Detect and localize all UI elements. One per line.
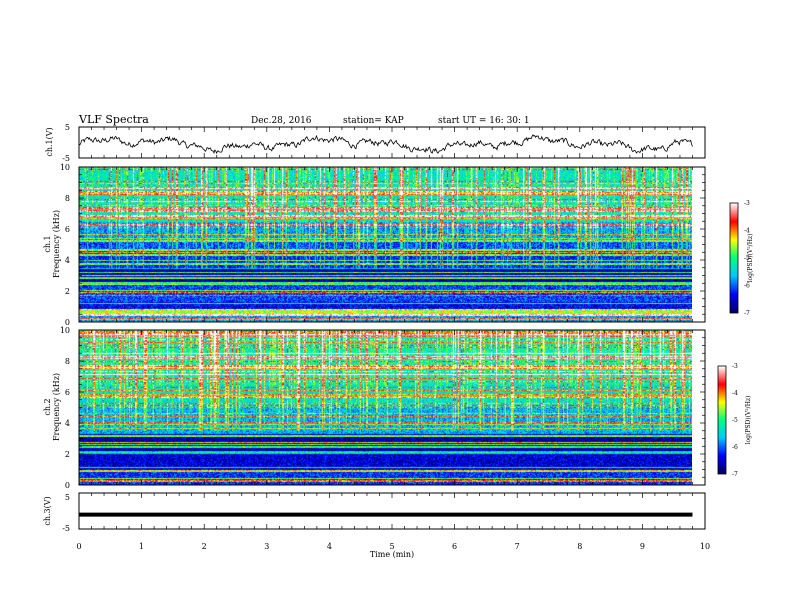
ch1-spec-ytick-label: 4	[65, 256, 70, 265]
start-time-label: start UT = 16: 30: 1	[438, 116, 530, 126]
ch3-ytick-bottom: -5	[62, 524, 70, 533]
ch1-spec-ytick-label: 2	[65, 287, 70, 296]
ch1-ytick-top: 5	[65, 123, 70, 132]
x-tick-label: 6	[452, 542, 457, 551]
x-tick-label: 0	[76, 542, 81, 551]
ch1-ylabel: ch.1(V)	[45, 127, 54, 156]
ch2-spectrogram-image-wrap	[79, 330, 692, 485]
ch1-colorbar	[730, 203, 738, 313]
ch1-colorbar-ticks: -3 -4 -5 -6 -7	[744, 200, 750, 317]
ch2-colorbar-tick-label: -7	[732, 471, 738, 478]
ch1-waveform-panel: 5 -5 ch.1(V)	[45, 123, 706, 163]
ch2-spectrogram-xticks	[78, 330, 706, 485]
ch2-spectrogram-ylabel: Frequency (kHz)	[52, 373, 61, 441]
ch3-waveform-frame	[78, 492, 706, 530]
ch2-colorbar-tick-label: -4	[732, 390, 738, 397]
ch2-colorbar-ticks: -3 -4 -5 -6 -7	[732, 363, 738, 478]
x-tick-label: 5	[389, 542, 394, 551]
x-axis-tick-labels: 0 1 2 3 4 5 6 7 8 9 10	[76, 542, 710, 551]
x-tick-label: 7	[515, 542, 520, 551]
ch1-colorbar-tick-label: -7	[744, 310, 750, 317]
ch2-colorbar-frame	[717, 365, 727, 475]
ch2-spec-ytick-label: 10	[60, 326, 70, 335]
ch1-spec-ytick-label: 8	[65, 194, 70, 203]
date-label: Dec.28, 2016	[251, 116, 312, 126]
ch3-ylabel: ch.3(V)	[43, 496, 52, 525]
x-tick-label: 9	[640, 542, 645, 551]
ch1-spectrogram-ylabel: Frequency (kHz)	[52, 210, 61, 278]
ch2-spectrogram-channel-label: ch.2	[43, 398, 52, 415]
ch2-colorbar-label: log(PSD)(V²/Hz)	[745, 396, 752, 445]
x-tick-label: 8	[577, 542, 582, 551]
ch2-spec-ytick-label: 4	[65, 419, 70, 428]
ch1-colorbar-tick-label: -4	[744, 228, 750, 235]
ch2-spec-ytick-label: 8	[65, 357, 70, 366]
x-tick-label: 2	[202, 542, 207, 551]
ch1-spectrogram-channel-label: ch.1	[43, 235, 52, 252]
ch1-spectrogram-xticks	[78, 167, 706, 322]
ch1-colorbar-tick-label: -5	[744, 255, 750, 262]
ch1-colorbar-tick-label: -6	[744, 283, 750, 290]
ch1-spectrogram-image	[79, 167, 692, 322]
x-tick-label: 10	[700, 542, 710, 551]
ch2-colorbar-tick-label: -6	[732, 444, 738, 451]
x-tick-label: 4	[327, 542, 332, 551]
ch1-spectrogram-image-wrap	[79, 167, 692, 322]
ch1-spec-ytick-label: 0	[65, 318, 70, 327]
ch3-ytick-top: 5	[65, 493, 70, 502]
ch1-spectrogram-yticks: 0 2 4 6 8 10	[60, 163, 705, 327]
ch3-waveform-panel: 5 -5 ch.3(V)	[43, 492, 706, 533]
ch2-spectrogram-yticks: 0 2 4 6 8 10	[60, 326, 705, 490]
ch2-colorbar-tick-label: -3	[732, 363, 738, 370]
ch1-spec-ytick-label: 6	[65, 225, 70, 234]
ch1-ytick-bottom: -5	[62, 154, 70, 163]
ch1-colorbar-wrap	[730, 203, 738, 313]
station-label: station= KAP	[343, 116, 404, 126]
x-axis-label: Time (min)	[370, 550, 414, 559]
ch2-spec-ytick-label: 6	[65, 388, 70, 397]
ch1-colorbar-label: log(PSD)(V²/Hz)	[747, 234, 754, 283]
ch2-colorbar-wrap	[718, 366, 726, 474]
ch2-spec-ytick-label: 2	[65, 450, 70, 459]
x-tick-label: 3	[264, 542, 269, 551]
ch1-colorbar-frame	[729, 202, 739, 314]
ch2-spectrogram-image	[79, 330, 692, 485]
ch3-waveform-ticks	[78, 493, 706, 529]
ch1-waveform-ticks	[78, 127, 706, 158]
figure-title: VLF Spectra	[78, 113, 149, 126]
ch2-colorbar-tick-label: -5	[732, 417, 738, 424]
ch2-spec-ytick-label: 0	[65, 481, 70, 490]
x-tick-label: 1	[139, 542, 144, 551]
ch2-colorbar	[718, 366, 726, 474]
ch1-spec-ytick-label: 10	[60, 163, 70, 172]
ch1-waveform-line	[78, 134, 693, 155]
ch1-colorbar-tick-label: -3	[744, 200, 750, 207]
